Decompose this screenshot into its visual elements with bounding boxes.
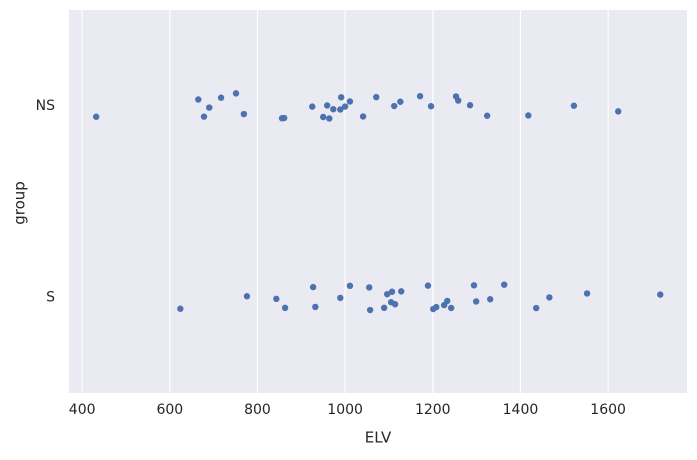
- x-tick-label: 600: [156, 402, 183, 418]
- point: [177, 305, 184, 312]
- point: [273, 295, 280, 303]
- point: [470, 282, 478, 289]
- x-tick-label: 800: [244, 402, 271, 418]
- x-tick-label: 1200: [415, 402, 451, 418]
- plot-background: [69, 10, 687, 393]
- point: [309, 103, 316, 110]
- x-axis-label: ELV: [365, 429, 392, 447]
- point: [309, 283, 317, 291]
- point: [433, 303, 440, 311]
- point: [337, 106, 344, 113]
- point: [466, 102, 474, 109]
- point: [570, 102, 578, 109]
- point: [657, 291, 664, 298]
- point: [533, 304, 540, 312]
- point: [391, 301, 399, 308]
- point: [243, 293, 251, 300]
- point: [359, 113, 367, 120]
- point: [583, 290, 591, 297]
- point: [501, 281, 508, 288]
- point: [487, 296, 494, 303]
- x-tick-label: 1400: [503, 402, 539, 418]
- point: [217, 94, 225, 101]
- point: [346, 282, 354, 290]
- point: [281, 304, 289, 312]
- point: [206, 104, 213, 111]
- point: [525, 112, 532, 119]
- point: [388, 288, 396, 295]
- point: [472, 298, 480, 305]
- point: [323, 102, 331, 109]
- point: [380, 304, 388, 312]
- x-tick-label: 1600: [590, 402, 626, 418]
- point: [195, 96, 202, 103]
- point: [200, 113, 208, 120]
- x-tick-label: 400: [69, 402, 96, 418]
- point: [416, 92, 424, 100]
- point: [398, 288, 405, 295]
- point: [341, 103, 349, 110]
- point: [447, 304, 455, 312]
- point: [92, 113, 100, 120]
- x-tick-label: 1000: [327, 402, 363, 418]
- y-tick-label: NS: [36, 98, 55, 114]
- point: [337, 294, 344, 302]
- point: [424, 282, 432, 289]
- point: [330, 106, 337, 113]
- point: [483, 112, 491, 119]
- point: [366, 284, 373, 291]
- point: [373, 93, 380, 101]
- point: [240, 110, 248, 118]
- point: [391, 102, 398, 110]
- point: [546, 294, 553, 301]
- point: [397, 98, 404, 105]
- point: [312, 303, 319, 311]
- y-tick-label: S: [46, 289, 55, 305]
- point: [455, 97, 462, 104]
- point: [444, 297, 451, 305]
- y-axis-label: group: [11, 181, 29, 225]
- point: [384, 290, 391, 298]
- point: [337, 94, 345, 101]
- point: [427, 103, 435, 110]
- point: [326, 115, 333, 122]
- point: [232, 90, 240, 97]
- point: [320, 113, 327, 121]
- point: [366, 306, 374, 314]
- point: [346, 98, 354, 105]
- point: [614, 108, 622, 115]
- point: [281, 114, 288, 122]
